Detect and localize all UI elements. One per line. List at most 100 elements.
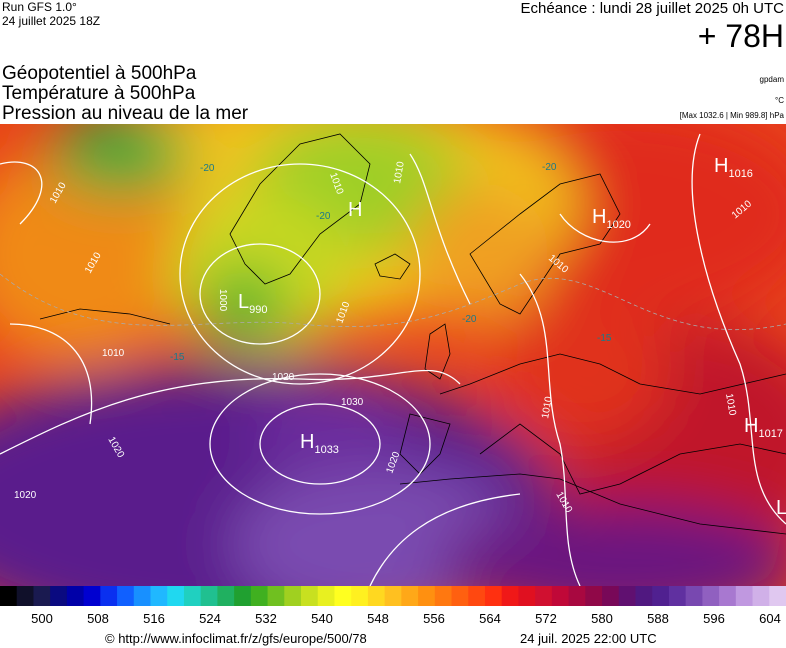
color-swatch bbox=[535, 586, 553, 606]
center-value: 990 bbox=[249, 304, 267, 316]
map: 1010 1010 1010 1020 1020 1020 1030 1020 … bbox=[0, 124, 786, 586]
pressure-center: L bbox=[776, 497, 786, 519]
color-swatch bbox=[518, 586, 536, 606]
center-type: H bbox=[592, 206, 606, 228]
color-swatch bbox=[267, 586, 285, 606]
isobars bbox=[0, 133, 786, 586]
center-type: H bbox=[300, 431, 314, 453]
color-swatch bbox=[284, 586, 302, 606]
pressure-center: H1033 bbox=[300, 431, 339, 456]
scale-label: 596 bbox=[703, 611, 725, 626]
color-swatch bbox=[301, 586, 319, 606]
scale-label: 532 bbox=[255, 611, 277, 626]
pressure-center: L990 bbox=[238, 291, 267, 316]
isobar-label: 1010 bbox=[540, 395, 555, 419]
isobar-label: 1010 bbox=[392, 160, 407, 184]
scale-label: 548 bbox=[367, 611, 389, 626]
isobar-label: 1000 bbox=[217, 289, 228, 312]
color-swatch bbox=[568, 586, 586, 606]
color-swatch bbox=[33, 586, 51, 606]
color-swatch bbox=[317, 586, 335, 606]
color-scale-labels: 500 508 516 524 532 540 548 556 564 572 580 588 596 6… bbox=[31, 611, 781, 626]
center-type: H bbox=[744, 415, 758, 437]
scale-label: 524 bbox=[199, 611, 221, 626]
color-swatch bbox=[117, 586, 135, 606]
color-swatch bbox=[585, 586, 603, 606]
color-swatch bbox=[234, 586, 252, 606]
isobar-label: 1010 bbox=[102, 348, 125, 359]
temperature-label: -20 bbox=[316, 211, 331, 222]
color-swatch bbox=[668, 586, 687, 606]
scale-label: 572 bbox=[535, 611, 557, 626]
color-swatch bbox=[468, 586, 486, 606]
color-swatch bbox=[551, 586, 570, 606]
temperature-label: -15 bbox=[597, 333, 612, 344]
color-swatch bbox=[635, 586, 653, 606]
title: Pression au niveau de la mer bbox=[2, 103, 249, 124]
scale-label: 516 bbox=[143, 611, 165, 626]
color-swatch bbox=[66, 586, 85, 606]
color-swatch bbox=[150, 586, 168, 606]
scale-label: 540 bbox=[311, 611, 333, 626]
color-swatch bbox=[602, 586, 620, 606]
center-value: 1016 bbox=[728, 168, 752, 180]
unit: gpdam bbox=[759, 75, 784, 84]
color-swatch bbox=[685, 586, 703, 606]
temperature-label: -20 bbox=[462, 314, 477, 325]
source-url: © http://www.infoclimat.fr/z/gfs/europe/… bbox=[105, 631, 367, 646]
color-swatch bbox=[752, 586, 770, 606]
color-swatch bbox=[735, 586, 754, 606]
color-swatch bbox=[83, 586, 101, 606]
scale-label: 580 bbox=[591, 611, 613, 626]
unit: °C bbox=[775, 96, 784, 105]
color-swatch bbox=[133, 586, 152, 606]
color-swatch bbox=[200, 586, 218, 606]
color-swatch bbox=[167, 586, 185, 606]
color-swatch bbox=[501, 586, 519, 606]
color-swatch bbox=[418, 586, 436, 606]
temperature-label: -20 bbox=[542, 162, 557, 173]
color-swatch bbox=[434, 586, 453, 606]
center-type: H bbox=[714, 155, 728, 177]
model: Run GFS 1.0° bbox=[2, 0, 77, 14]
field bbox=[0, 124, 786, 586]
isobar-label: 1030 bbox=[341, 397, 364, 408]
color-swatch bbox=[652, 586, 670, 606]
coastlines bbox=[39, 133, 786, 535]
color-swatch bbox=[384, 586, 402, 606]
color-swatch bbox=[451, 586, 469, 606]
labels: 1010 1010 1010 1020 1020 1020 1030 1020 … bbox=[14, 160, 754, 515]
scale-label: 588 bbox=[647, 611, 669, 626]
color-swatch bbox=[250, 586, 269, 606]
pressure-center: H1016 bbox=[714, 155, 753, 180]
color-swatch bbox=[367, 586, 386, 606]
color-swatch bbox=[702, 586, 720, 606]
color-swatch bbox=[334, 586, 352, 606]
color-scale bbox=[0, 586, 786, 606]
temperature-label: -15 bbox=[170, 352, 185, 363]
pressure-center: H1017 bbox=[744, 415, 783, 440]
scale-label: 604 bbox=[759, 611, 781, 626]
color-swatch bbox=[50, 586, 68, 606]
title: Géopotentiel à 500hPa bbox=[2, 63, 197, 84]
center-type: H bbox=[348, 199, 362, 221]
lead-time: + 78H bbox=[697, 18, 784, 54]
center-value: 1020 bbox=[606, 219, 630, 231]
title: Température à 500hPa bbox=[2, 83, 196, 104]
color-swatch bbox=[769, 586, 786, 606]
issue-time: 24 juil. 2025 22:00 UTC bbox=[520, 631, 657, 646]
center-type: L bbox=[776, 497, 786, 519]
center-value: 1033 bbox=[314, 444, 338, 456]
pressure-center: H bbox=[348, 199, 362, 221]
color-swatch bbox=[351, 586, 369, 606]
temperature-label: -20 bbox=[200, 163, 215, 174]
isobar-label: 1020 bbox=[14, 490, 37, 501]
color-swatch bbox=[16, 586, 34, 606]
color-swatch bbox=[183, 586, 202, 606]
isobar-label: 1020 bbox=[272, 372, 295, 383]
color-swatch bbox=[0, 586, 18, 606]
pressure-center: H1020 bbox=[592, 206, 631, 231]
color-swatch bbox=[719, 586, 737, 606]
